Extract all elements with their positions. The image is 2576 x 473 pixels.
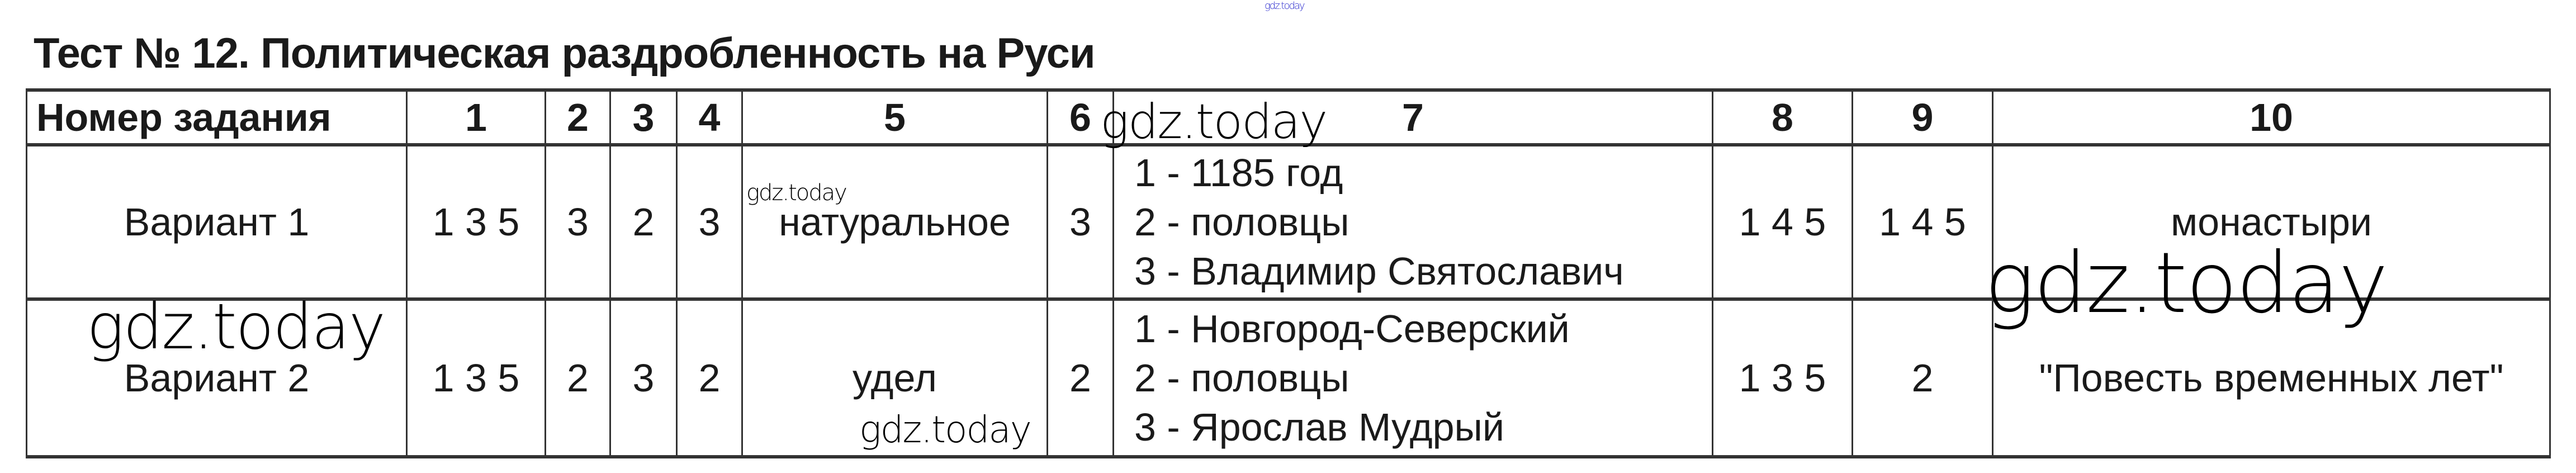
- answer-7-line: 2 - половцы: [1134, 200, 1349, 244]
- answer-7: 1 - 1185 год 2 - половцы 3 - Владимир Св…: [1112, 143, 1713, 301]
- answer-4: 2: [676, 297, 743, 458]
- answer-2: 3: [544, 143, 611, 301]
- header-task-number: Номер задания: [26, 88, 408, 146]
- watermark: gdz.today: [746, 180, 847, 206]
- answer-9: 2: [1852, 297, 1993, 458]
- header-10: 10: [1992, 88, 2551, 146]
- watermark-top: gdz.today: [1265, 0, 1305, 12]
- answer-10: "Повесть временных лет": [1992, 297, 2551, 458]
- header-6: 6: [1046, 88, 1114, 146]
- header-3: 3: [609, 88, 678, 146]
- header-7: 7: [1112, 88, 1713, 146]
- answer-3: 3: [609, 297, 678, 458]
- watermark: gdz.today: [87, 291, 386, 363]
- answer-5: удел: [741, 297, 1048, 458]
- table-row: Вариант 1 1 3 5 3 2 3 натуральное 3 1 - …: [26, 143, 2551, 301]
- answer-7-line: 2 - половцы: [1134, 356, 1349, 400]
- answer-1: 1 3 5: [406, 143, 546, 301]
- answer-7-line: 1 - 1185 год: [1134, 151, 1343, 195]
- answer-8: 1 3 5: [1712, 297, 1853, 458]
- header-2: 2: [544, 88, 611, 146]
- watermark: gdz.today: [859, 408, 1032, 451]
- answer-3: 2: [609, 143, 678, 301]
- watermark: gdz.today: [1985, 235, 2388, 332]
- answer-10: монастыри: [1992, 143, 2551, 301]
- answers-table: Номер задания 1 2 3 4 5 6 7 8 9 10 Вариа…: [26, 88, 2551, 458]
- answer-1: 1 3 5: [406, 297, 546, 458]
- answer-9: 1 4 5: [1852, 143, 1993, 301]
- header-8: 8: [1712, 88, 1853, 146]
- answer-2: 2: [544, 297, 611, 458]
- answer-8: 1 4 5: [1712, 143, 1853, 301]
- answer-7-line: 3 - Ярослав Мудрый: [1134, 405, 1504, 449]
- header-1: 1: [406, 88, 546, 146]
- header-5: 5: [741, 88, 1048, 146]
- answer-6: 3: [1046, 143, 1114, 301]
- answer-7-line: 3 - Владимир Святославич: [1134, 249, 1624, 293]
- answer-7: 1 - Новгород-Северский 2 - половцы 3 - Я…: [1112, 297, 1713, 458]
- answer-7-line: 1 - Новгород-Северский: [1134, 307, 1570, 351]
- header-9: 9: [1852, 88, 1993, 146]
- answer-5: натуральное: [741, 143, 1048, 301]
- page-title: Тест № 12. Политическая раздробленность …: [34, 30, 1096, 77]
- header-4: 4: [676, 88, 743, 146]
- table-row: Вариант 2 1 3 5 2 3 2 удел 2 1 - Новгоро…: [26, 297, 2551, 458]
- row-label: Вариант 2: [26, 297, 408, 458]
- answer-6: 2: [1046, 297, 1114, 458]
- row-label: Вариант 1: [26, 143, 408, 301]
- answer-4: 3: [676, 143, 743, 301]
- header-row: Номер задания 1 2 3 4 5 6 7 8 9 10: [26, 88, 2551, 146]
- watermark: gdz.today: [1100, 94, 1328, 150]
